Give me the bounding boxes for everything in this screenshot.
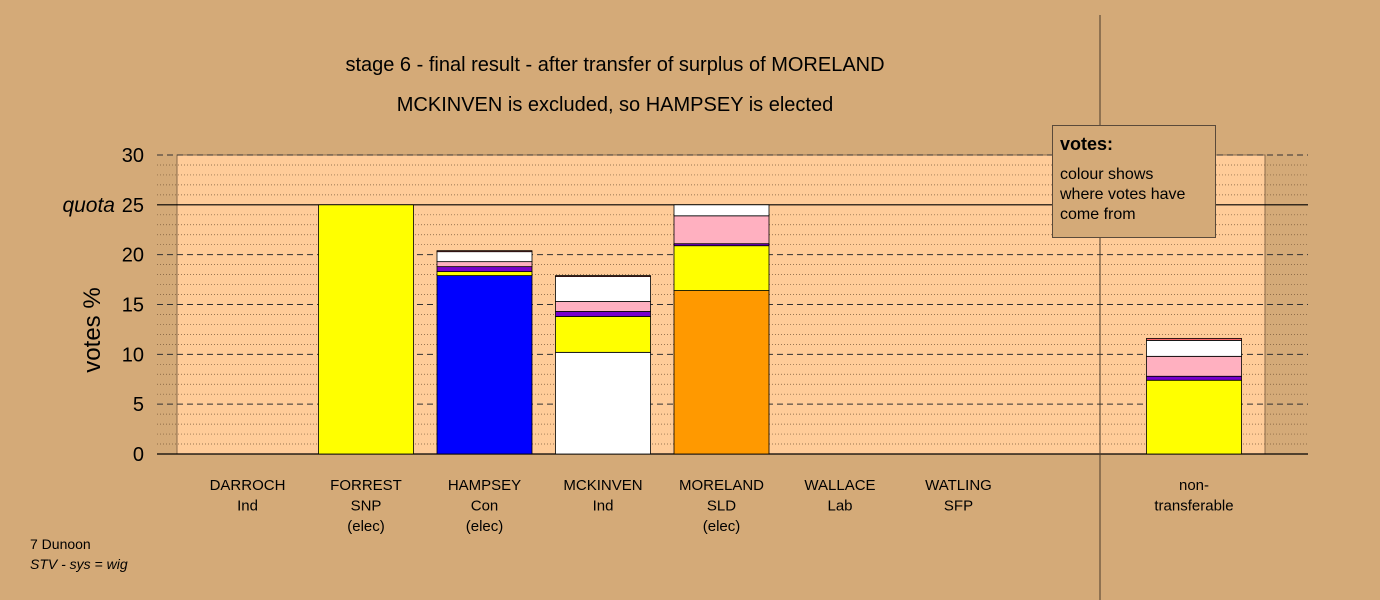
candidate-label-moreland: (elec): [703, 518, 741, 535]
candidate-label-forrest: FORREST: [330, 477, 402, 494]
y-axis-label: votes %: [79, 287, 106, 372]
chart-subtitle: MCKINVEN is excluded, so HAMPSEY is elec…: [396, 94, 834, 116]
bar-moreland-segment: [673, 290, 770, 455]
legend-box: votes: colour shows where votes have com…: [1052, 125, 1216, 238]
chart-title: stage 6 - final result - after transfer …: [345, 54, 885, 76]
candidate-label-wallace: WALLACE: [804, 477, 875, 494]
bar-mckinven-segment: [555, 351, 651, 455]
bar-hampsey-segment: [436, 250, 533, 253]
bar-hampsey-segment: [436, 275, 533, 455]
bar-mckinven-segment: [555, 316, 651, 353]
y-tick-label: 0: [133, 444, 144, 466]
y-tick-label: 25: [122, 195, 144, 217]
y-tick-label: 30: [122, 145, 144, 167]
candidate-label-darroch: Ind: [237, 498, 258, 515]
non-transferable-label: non-: [1179, 477, 1209, 494]
candidate-label-forrest: (elec): [347, 518, 385, 535]
quota-label: quota: [62, 194, 115, 217]
candidate-label-moreland: MORELAND: [679, 477, 764, 494]
footer-system: STV - sys = wig: [30, 556, 128, 572]
y-tick-label: 20: [122, 245, 144, 267]
footer-ward: 7 Dunoon: [30, 536, 91, 552]
candidate-label-watling: WATLING: [925, 477, 992, 494]
bar-non-transferable-segment: [1146, 337, 1242, 341]
candidate-label-moreland: SLD: [707, 498, 736, 515]
bar-forrest-segment: [318, 204, 414, 455]
bar-non-transferable-segment: [1146, 355, 1242, 377]
candidate-label-wallace: Lab: [827, 498, 852, 515]
y-tick-label: 10: [122, 344, 144, 366]
bar-hampsey-segment: [436, 266, 533, 273]
candidate-label-hampsey: HAMPSEY: [448, 477, 521, 494]
bar-mckinven-segment: [555, 311, 651, 317]
candidate-label-watling: SFP: [944, 498, 973, 515]
bar-hampsey-segment: [436, 251, 533, 263]
bar-moreland-segment: [673, 204, 770, 217]
bar-hampsey-segment: [436, 261, 533, 268]
legend-description: colour shows where votes have come from: [1060, 166, 1186, 223]
candidate-label-forrest: SNP: [351, 498, 382, 515]
bar-non-transferable-segment: [1146, 379, 1242, 455]
candidate-label-mckinven: MCKINVEN: [563, 477, 642, 494]
y-tick-label: 15: [122, 295, 144, 317]
bar-hampsey-segment: [436, 271, 533, 276]
bar-mckinven-segment: [555, 275, 651, 277]
legend-title: votes:: [1060, 134, 1114, 154]
candidate-label-hampsey: (elec): [466, 518, 504, 535]
bar-non-transferable-segment: [1146, 339, 1242, 357]
candidate-label-mckinven: Ind: [593, 498, 614, 515]
bar-moreland-segment: [673, 245, 770, 291]
bar-non-transferable-segment: [1146, 375, 1242, 381]
bar-mckinven-segment: [555, 301, 651, 312]
y-tick-label: 5: [133, 394, 144, 416]
non-transferable-label: transferable: [1154, 498, 1233, 515]
bar-mckinven-segment: [555, 276, 651, 302]
candidate-label-darroch: DARROCH: [210, 477, 286, 494]
bar-moreland-segment: [673, 215, 770, 245]
candidate-label-hampsey: Con: [471, 498, 499, 515]
